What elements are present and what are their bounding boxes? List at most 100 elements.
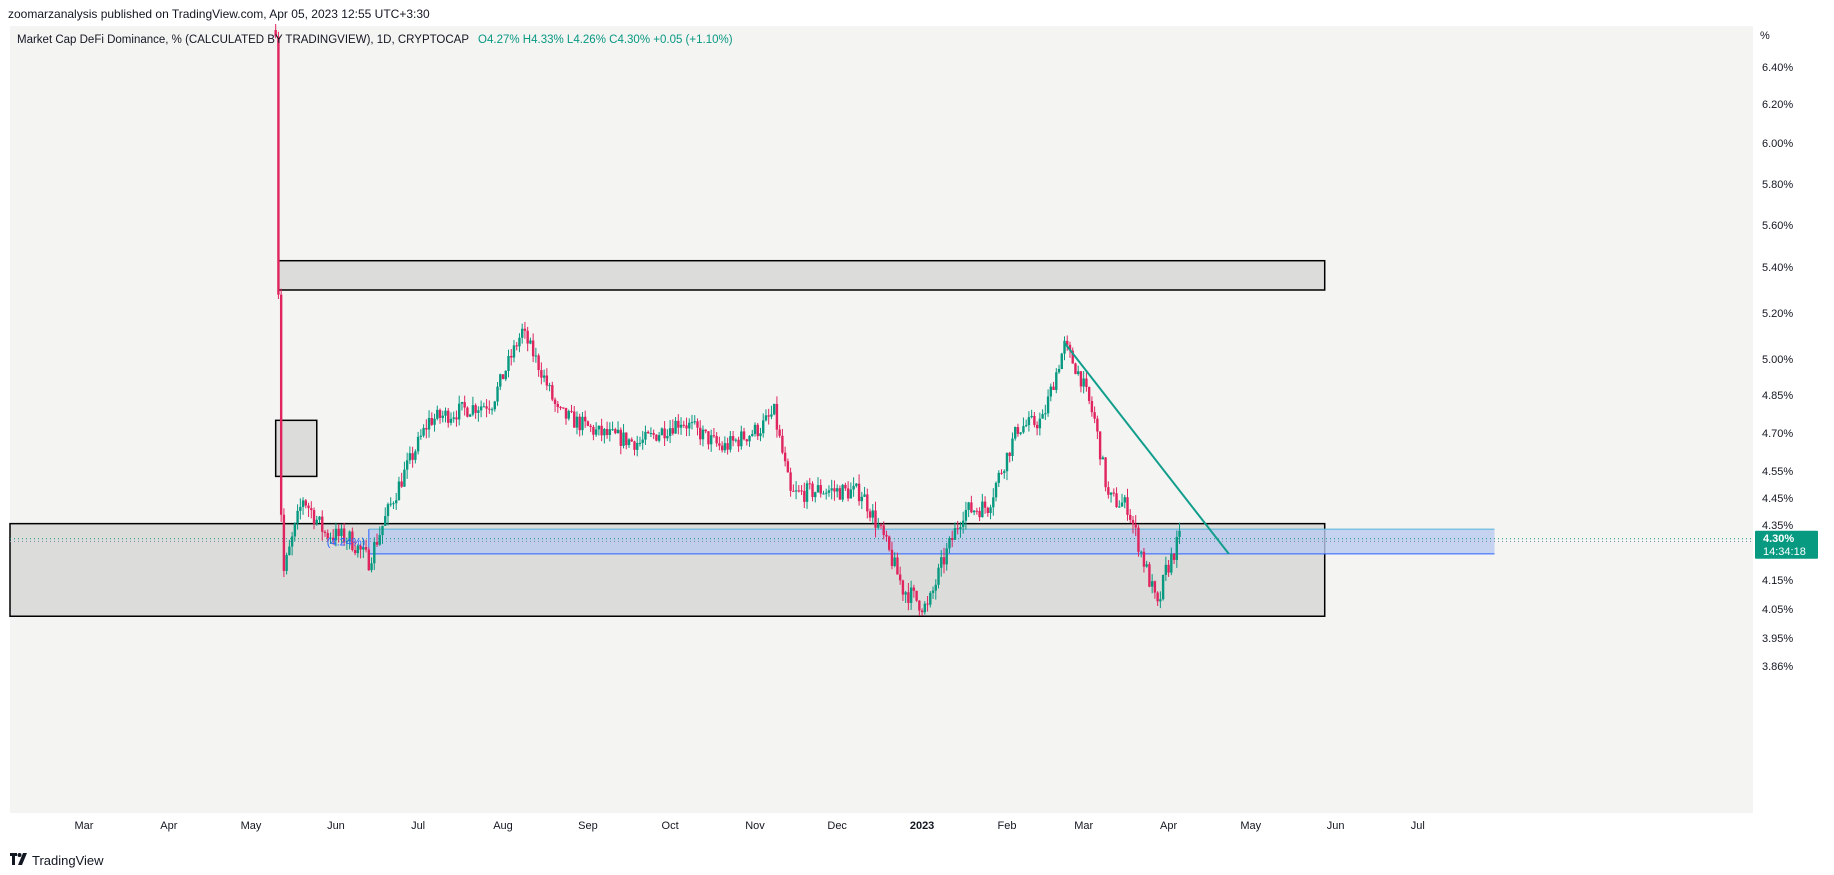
candle-body bbox=[1000, 472, 1003, 474]
candle-body bbox=[334, 528, 338, 541]
candle-body bbox=[1093, 412, 1096, 419]
candle-body bbox=[778, 429, 781, 436]
price-tick-label: 6.40% bbox=[1762, 62, 1793, 74]
candle-body bbox=[411, 453, 414, 460]
candle-body bbox=[723, 443, 727, 451]
candle-body bbox=[783, 452, 787, 462]
candle-body bbox=[342, 528, 346, 543]
candle-body bbox=[688, 422, 691, 429]
range-label: (4.24%) bbox=[327, 537, 366, 549]
candle-body bbox=[307, 505, 310, 509]
candle-body bbox=[877, 524, 880, 528]
candle-body bbox=[663, 428, 666, 439]
candle-body bbox=[1098, 431, 1102, 460]
candle-body bbox=[1005, 452, 1009, 472]
candle-body bbox=[578, 416, 581, 431]
last-price-tag bbox=[1755, 530, 1818, 559]
candle-body bbox=[556, 403, 559, 408]
candle-body bbox=[427, 417, 431, 430]
candle-body bbox=[696, 421, 699, 428]
candle-body bbox=[600, 425, 603, 436]
candle-body bbox=[885, 534, 888, 537]
candle-body bbox=[1164, 564, 1168, 575]
candle-body bbox=[1060, 353, 1063, 369]
candle-body bbox=[852, 485, 855, 490]
candle-body bbox=[1038, 418, 1042, 429]
candle-body bbox=[392, 503, 395, 505]
candle-body bbox=[986, 507, 990, 513]
candle-body bbox=[1159, 599, 1162, 602]
candle-body bbox=[896, 557, 899, 575]
candle-body bbox=[1123, 497, 1126, 503]
candle-body bbox=[285, 555, 288, 571]
candle-body bbox=[323, 531, 327, 533]
candle-body bbox=[542, 375, 546, 378]
candle-body bbox=[983, 501, 987, 508]
candle-body bbox=[375, 542, 379, 545]
candle-body bbox=[753, 424, 757, 434]
plot-area: (4.24%) bbox=[9, 24, 1753, 618]
candle-body bbox=[540, 370, 543, 378]
candle-body bbox=[814, 492, 817, 498]
price-tick-label: 3.86% bbox=[1762, 661, 1793, 673]
candle-body bbox=[866, 494, 869, 512]
chart-panel[interactable] bbox=[10, 26, 1753, 813]
legend-open: O4.27% bbox=[478, 34, 520, 46]
candle-body bbox=[800, 490, 803, 492]
candle-body bbox=[961, 520, 965, 528]
time-axis[interactable] bbox=[10, 813, 1753, 848]
candle-body bbox=[660, 428, 664, 436]
candle-body bbox=[414, 451, 417, 460]
candle-body bbox=[562, 407, 565, 409]
candle-body bbox=[1178, 530, 1181, 537]
candle-body bbox=[279, 294, 283, 515]
candle-body bbox=[797, 490, 801, 492]
candle-body bbox=[997, 472, 1000, 483]
candle-body bbox=[879, 524, 883, 526]
candle-body bbox=[526, 330, 529, 344]
candle-body bbox=[729, 436, 732, 450]
candle-body bbox=[1082, 378, 1085, 387]
candle-body bbox=[567, 411, 570, 419]
candle-body bbox=[430, 417, 434, 425]
time-tick-label: Apr bbox=[160, 820, 177, 832]
candle-body bbox=[389, 503, 392, 505]
candle-body bbox=[835, 488, 839, 492]
candle-body bbox=[789, 472, 792, 491]
candle-body bbox=[622, 432, 625, 446]
candle-body bbox=[381, 525, 384, 536]
candle-body bbox=[449, 418, 453, 423]
candle-body bbox=[1109, 492, 1113, 495]
candle-body bbox=[893, 557, 896, 567]
time-tick-label: Jun bbox=[327, 820, 345, 832]
candle-body bbox=[646, 431, 650, 434]
time-tick-label: 2023 bbox=[910, 820, 934, 832]
candle-body bbox=[690, 422, 694, 424]
candle-body bbox=[994, 482, 998, 498]
candle-body bbox=[1129, 514, 1132, 520]
candle-body bbox=[625, 432, 628, 446]
candle-body bbox=[959, 527, 962, 529]
price-tick-label: 5.00% bbox=[1762, 354, 1793, 366]
candle-body bbox=[422, 428, 425, 436]
candle-body bbox=[288, 546, 291, 556]
candle-body bbox=[419, 435, 423, 437]
candle-body bbox=[493, 401, 496, 410]
candle-body bbox=[762, 420, 765, 434]
candle-body bbox=[764, 415, 768, 421]
time-tick-label: Feb bbox=[998, 820, 1017, 832]
candle-body bbox=[1142, 551, 1146, 567]
candle-body bbox=[644, 431, 647, 440]
price-axis[interactable] bbox=[1753, 26, 1834, 813]
candle-body bbox=[709, 435, 713, 445]
candle-body bbox=[1153, 581, 1157, 593]
candle-body bbox=[1150, 581, 1154, 587]
candle-body bbox=[293, 523, 297, 537]
candle-body bbox=[857, 483, 861, 502]
candle-body bbox=[1076, 371, 1080, 375]
candle-body bbox=[907, 592, 910, 603]
symbol-description: Market Cap DeFi Dominance, % (CALCULATED… bbox=[17, 34, 469, 46]
time-axis-labels: Mar Apr May Jun Jul Aug Sep Oct Nov Dec 2023 Feb Mar… bbox=[74, 820, 1424, 832]
candle-body bbox=[479, 406, 483, 411]
